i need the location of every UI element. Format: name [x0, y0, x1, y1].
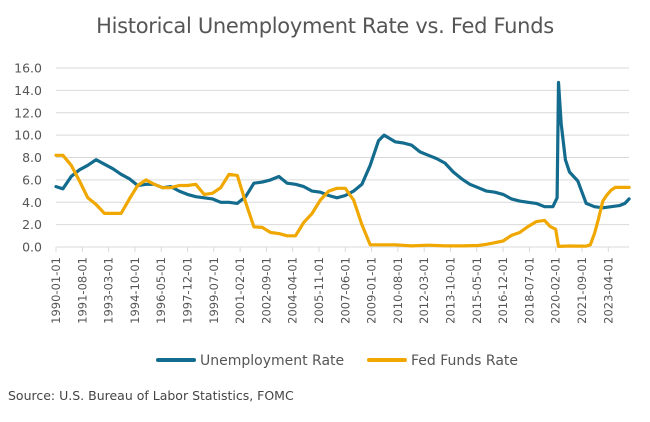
y-tick-label: 0.0 — [22, 240, 42, 255]
y-tick-label: 16.0 — [14, 61, 42, 76]
y-tick-label: 2.0 — [22, 217, 42, 232]
x-tick-label: 1990-01-01 — [49, 257, 63, 324]
x-axis: 1990-01-01 1991-08-01 1993-03-01 1994-10-01… — [49, 246, 629, 324]
x-tick-label: 1994-10-01 — [128, 257, 142, 324]
x-tick-label: 2001-02-01 — [233, 257, 247, 324]
x-tick-label: 2021-09-01 — [575, 257, 589, 324]
x-tick-label: 2018-07-01 — [522, 257, 536, 324]
series-line-fed-funds-rate — [54, 153, 631, 248]
series-lines — [54, 80, 631, 248]
y-tick-label: 8.0 — [22, 150, 42, 165]
y-tick-label: 10.0 — [14, 128, 42, 143]
x-tick-label: 2009-01-01 — [365, 257, 379, 324]
legend-item: Unemployment Rate — [156, 353, 344, 369]
y-tick-label: 12.0 — [14, 105, 42, 120]
y-tick-label: 6.0 — [22, 172, 42, 187]
x-tick-label: 1991-08-01 — [75, 257, 89, 324]
x-tick-label: 2013-10-01 — [444, 257, 458, 324]
y-axis-ticks: 0.0 2.0 4.0 6.0 8.0 10.0 12.0 14.0 16.0 — [14, 61, 42, 255]
gridlines — [56, 67, 629, 226]
x-tick-label: 2007-06-01 — [338, 257, 352, 324]
legend: Unemployment Rate Fed Funds Rate — [156, 353, 518, 369]
chart-title: Historical Unemployment Rate vs. Fed Fun… — [96, 14, 554, 38]
x-tick-label: 2023-04-01 — [601, 257, 615, 324]
legend-label: Unemployment Rate — [200, 353, 344, 369]
x-tick-label: 1993-03-01 — [102, 257, 116, 324]
x-tick-label: 2016-12-01 — [496, 257, 510, 324]
x-tick-label: 2010-08-01 — [391, 257, 405, 324]
legend-label: Fed Funds Rate — [411, 353, 518, 369]
x-tick-label: 1996-05-01 — [154, 257, 168, 324]
y-tick-label: 4.0 — [22, 195, 42, 210]
x-tick-label: 2015-05-01 — [470, 257, 484, 324]
x-tick-label: 1997-12-01 — [181, 257, 195, 324]
source-note: Source: U.S. Bureau of Labor Statistics,… — [8, 388, 294, 403]
x-tick-label: 2004-04-01 — [286, 257, 300, 324]
legend-item: Fed Funds Rate — [367, 353, 518, 369]
x-tick-label: 2002-09-01 — [259, 257, 273, 324]
x-tick-label: 1999-07-01 — [207, 257, 221, 324]
x-tick-label: 2020-02-01 — [549, 257, 563, 324]
x-tick-label: 2012-03-01 — [417, 257, 431, 324]
y-tick-label: 14.0 — [14, 83, 42, 98]
x-tick-label: 2005-11-01 — [312, 257, 326, 324]
